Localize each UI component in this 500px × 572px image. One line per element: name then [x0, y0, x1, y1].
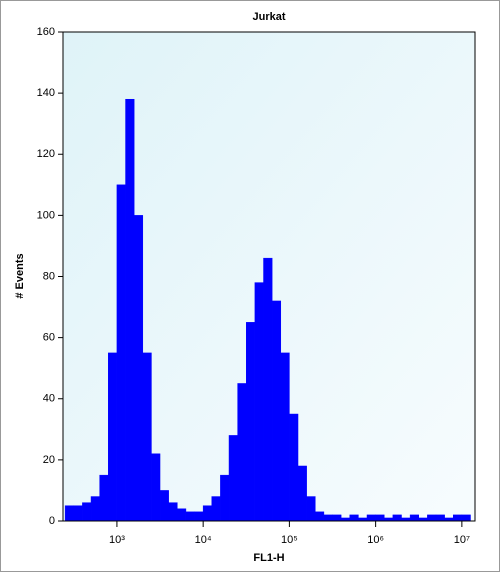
x-tick-label: 10⁷ [454, 534, 470, 546]
bar [297, 465, 307, 522]
y-tick-label: 0 [49, 515, 55, 527]
bar [349, 514, 359, 522]
bar [461, 514, 471, 522]
x-tick-label: 10³ [109, 534, 125, 546]
bar [392, 514, 402, 522]
bar [254, 282, 264, 522]
bar [280, 352, 290, 522]
bar [116, 184, 126, 522]
bar [142, 352, 152, 522]
bar [133, 215, 144, 522]
bar [177, 508, 187, 522]
bar [202, 505, 213, 522]
bar [435, 514, 445, 522]
bar [366, 514, 376, 522]
y-axis-label: # Events [14, 253, 26, 298]
y-tick-label: 100 [37, 209, 55, 221]
bar [289, 413, 299, 522]
x-tick-label: 10⁵ [281, 534, 298, 546]
bar [263, 257, 273, 522]
y-tick-label: 20 [43, 454, 55, 466]
y-tick-label: 60 [43, 332, 55, 344]
bar [90, 496, 100, 522]
x-tick-label: 10⁶ [367, 534, 384, 546]
x-axis-label: FL1-H [253, 552, 284, 564]
bar [332, 514, 342, 522]
chart-title: Jurkat [252, 11, 285, 23]
bar [246, 322, 256, 522]
bar [211, 496, 221, 522]
bar [64, 505, 75, 522]
bar [427, 514, 437, 522]
y-tick-label: 140 [37, 87, 55, 99]
bar [194, 511, 204, 522]
bar [306, 496, 316, 522]
y-tick-label: 120 [37, 148, 55, 160]
bar [125, 98, 135, 522]
plot-border [62, 31, 476, 522]
y-tick-label: 80 [43, 270, 55, 282]
bar [228, 435, 238, 522]
bar [220, 474, 230, 522]
bar [375, 514, 385, 522]
bar [168, 502, 178, 522]
y-tick-label: 160 [37, 26, 55, 38]
bar [409, 514, 419, 522]
bar [452, 514, 463, 522]
bar [99, 474, 109, 522]
bar [108, 352, 118, 522]
bar [159, 490, 169, 522]
bar [323, 514, 333, 522]
bar [151, 453, 161, 522]
y-tick-label: 40 [43, 393, 55, 405]
bar [73, 505, 83, 522]
bar [271, 300, 282, 522]
bar [315, 511, 325, 522]
x-tick-label: 10⁴ [195, 534, 212, 546]
bar [185, 511, 195, 522]
bar [82, 502, 92, 522]
bar [237, 383, 247, 522]
